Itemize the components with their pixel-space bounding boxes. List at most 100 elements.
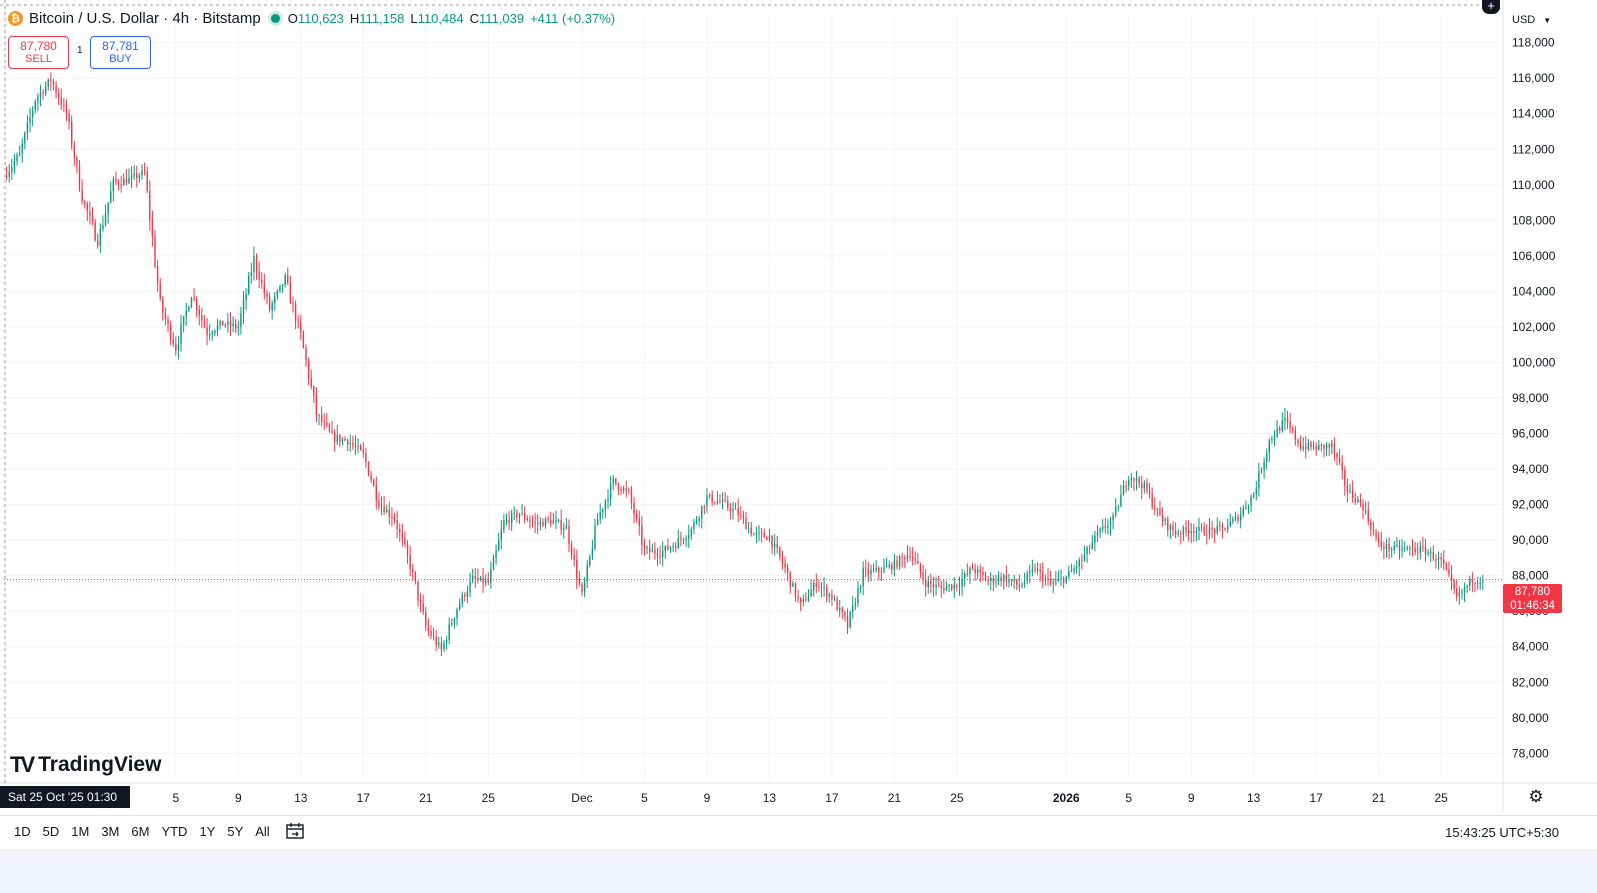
tradingview-logo[interactable]: TV TradingView [10,752,161,778]
candle-down [1039,569,1041,572]
settings-gear-icon[interactable]: ⚙ [1528,787,1544,806]
candle-down [154,236,156,267]
calendar-range-icon[interactable] [285,822,305,840]
market-status-icon[interactable] [270,14,280,23]
candle-up [758,532,760,534]
candle-down [1375,531,1377,538]
candle-down [1299,443,1302,449]
candle-up [1052,582,1054,584]
candle-up [1143,482,1146,489]
price-chart[interactable]: 78,00080,00082,00084,00086,00088,00090,0… [0,0,1597,865]
candle-up [883,566,885,572]
candle-up [216,324,219,331]
period-button-all[interactable]: All [255,824,270,839]
logo-text: TradingView [38,753,162,776]
candle-down [1010,579,1013,582]
candle-up [1331,443,1333,447]
candle-down [83,201,86,204]
candle-up [318,415,320,417]
period-button-6m[interactable]: 6M [131,824,150,839]
x-tick-label: 17 [1309,791,1323,805]
candle-up [1128,480,1130,486]
add-icon[interactable]: + [1482,0,1500,14]
candle-down [1016,579,1018,585]
candle-down [992,578,995,583]
period-button-1d[interactable]: 1D [14,824,31,839]
period-button-ytd[interactable]: YTD [161,824,188,839]
candle-down [568,526,570,545]
candle-down [1341,462,1343,470]
candle-up [1086,547,1088,555]
candle-down [1221,525,1224,529]
candle-up [544,518,547,526]
candle-down [727,500,729,508]
candle-up [112,178,115,192]
period-button-5y[interactable]: 5Y [227,824,244,839]
period-button-1m[interactable]: 1M [71,824,90,839]
chart-area[interactable]: 78,00080,00082,00084,00086,00088,00090,0… [0,0,1597,865]
candle-down [573,554,575,560]
candle-down [164,313,167,320]
candle-up [677,538,680,548]
candle-down [724,499,726,501]
candle-up [505,519,508,521]
candle-up [8,171,10,177]
sell-price: 87,780 [20,38,57,53]
candle-up [1075,566,1078,569]
candle-up [445,639,448,643]
candle-down [70,121,73,146]
currency-select[interactable]: USD ▼ [1509,8,1559,32]
candle-up [589,556,591,566]
candle-down [784,563,786,568]
candle-up [1255,488,1258,495]
candle-down [979,569,982,572]
candle-down [742,515,745,519]
candle-up [958,586,961,588]
candle-down [1377,537,1380,542]
period-button-1y[interactable]: 1Y [199,824,216,839]
sell-button[interactable]: 87,780 SELL [8,36,69,69]
candle-down [1213,529,1216,533]
buy-button[interactable]: 87,781 BUY [90,36,151,69]
candle-down [578,578,581,585]
candle-down [1370,521,1372,530]
candle-up [604,500,607,510]
candle-down [1323,444,1325,449]
candle-down [641,525,643,545]
candle-up [1307,442,1310,450]
candle-up [747,527,750,529]
period-button-5d[interactable]: 5D [42,824,60,839]
last-price-value: 87,780 [1514,586,1551,598]
candle-down [1187,530,1190,534]
period-button-3m[interactable]: 3M [101,824,120,839]
candle-up [214,330,216,333]
candle-down [1081,559,1083,561]
candle-down [412,568,414,573]
candle-up [1094,535,1096,543]
symbol-title[interactable]: Bitcoin / U.S. Dollar · 4h · Bitstamp [29,10,261,27]
candle-up [177,344,180,351]
candle-up [1396,545,1398,547]
candle-down [656,553,659,557]
candle-up [685,538,687,540]
candle-up [107,202,109,214]
x-tick-label: Dec [571,791,592,805]
candle-up [539,521,542,524]
candle-down [797,596,799,599]
clock-timezone[interactable]: 15:43:25 UTC+5:30 [1445,825,1559,840]
candle-down [547,518,549,520]
candle-down [1224,528,1226,530]
candle-down [263,283,266,294]
x-tick-label: 25 [950,791,964,805]
candle-up [927,581,929,588]
y-tick-label: 100,000 [1512,355,1556,369]
candle-up [1130,478,1133,481]
period-buttons: 1D 5D 1M 3M 6M YTD 1Y 5Y All [8,824,276,839]
candle-down [42,92,44,94]
candle-down [550,519,552,524]
candle-down [917,560,919,564]
candle-down [193,298,195,300]
candle-up [510,513,513,524]
candle-up [518,514,521,518]
candle-down [1180,533,1182,535]
